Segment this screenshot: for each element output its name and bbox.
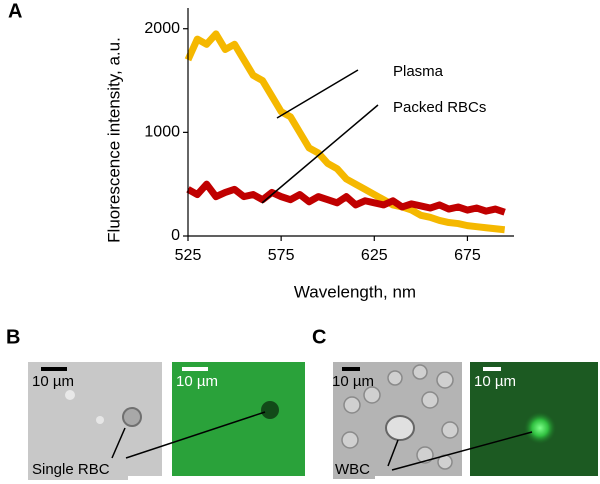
y-tick-label: 0 <box>171 227 180 244</box>
series-label: Plasma <box>393 63 444 80</box>
label-bg <box>333 459 375 479</box>
y-tick-label: 1000 <box>144 124 180 141</box>
scale-bar <box>483 367 501 371</box>
panel-label: A <box>8 0 22 22</box>
x-axis-label: Wavelength, nm <box>294 282 416 301</box>
annotation: WBC <box>335 461 370 478</box>
cell <box>261 401 279 419</box>
x-tick-label: 675 <box>454 247 481 264</box>
scale-label: 10 µm <box>176 373 218 390</box>
series-label: Packed RBCs <box>393 99 486 116</box>
series-line <box>184 30 506 234</box>
label-bg <box>28 458 128 480</box>
panel-label: C <box>312 326 326 348</box>
leader-line <box>261 104 379 204</box>
leader-line <box>276 69 359 119</box>
micrograph-fluorescence <box>172 362 305 476</box>
annotation: Single RBC <box>32 461 110 478</box>
cells <box>341 364 459 470</box>
x-tick-label: 525 <box>175 247 202 264</box>
artifact <box>65 390 75 400</box>
scale-label: 10 µm <box>474 373 516 390</box>
cell <box>524 412 556 444</box>
panel-label: B <box>6 326 20 348</box>
wbc <box>385 415 415 441</box>
plot: 0 1000 2000 525 575 625 675 Plasma Packed RBCs <box>144 8 514 264</box>
scale-label: 10 µm <box>332 373 374 390</box>
artifact <box>96 416 104 424</box>
scale-bar <box>41 367 67 371</box>
scale-label: 10 µm <box>32 373 74 390</box>
leader-line <box>111 427 126 459</box>
cell <box>122 407 142 427</box>
leader-line <box>391 431 533 471</box>
leader-line <box>387 439 399 467</box>
leader-line <box>125 411 266 459</box>
y-axis-label: Fluorescence intensity, a.u. <box>104 37 123 243</box>
x-tick-label: 575 <box>268 247 295 264</box>
series-line <box>186 180 506 216</box>
scale-bar <box>342 367 360 371</box>
scale-bar <box>182 367 208 371</box>
x-tick-label: 625 <box>361 247 388 264</box>
y-tick-label: 2000 <box>144 20 180 37</box>
